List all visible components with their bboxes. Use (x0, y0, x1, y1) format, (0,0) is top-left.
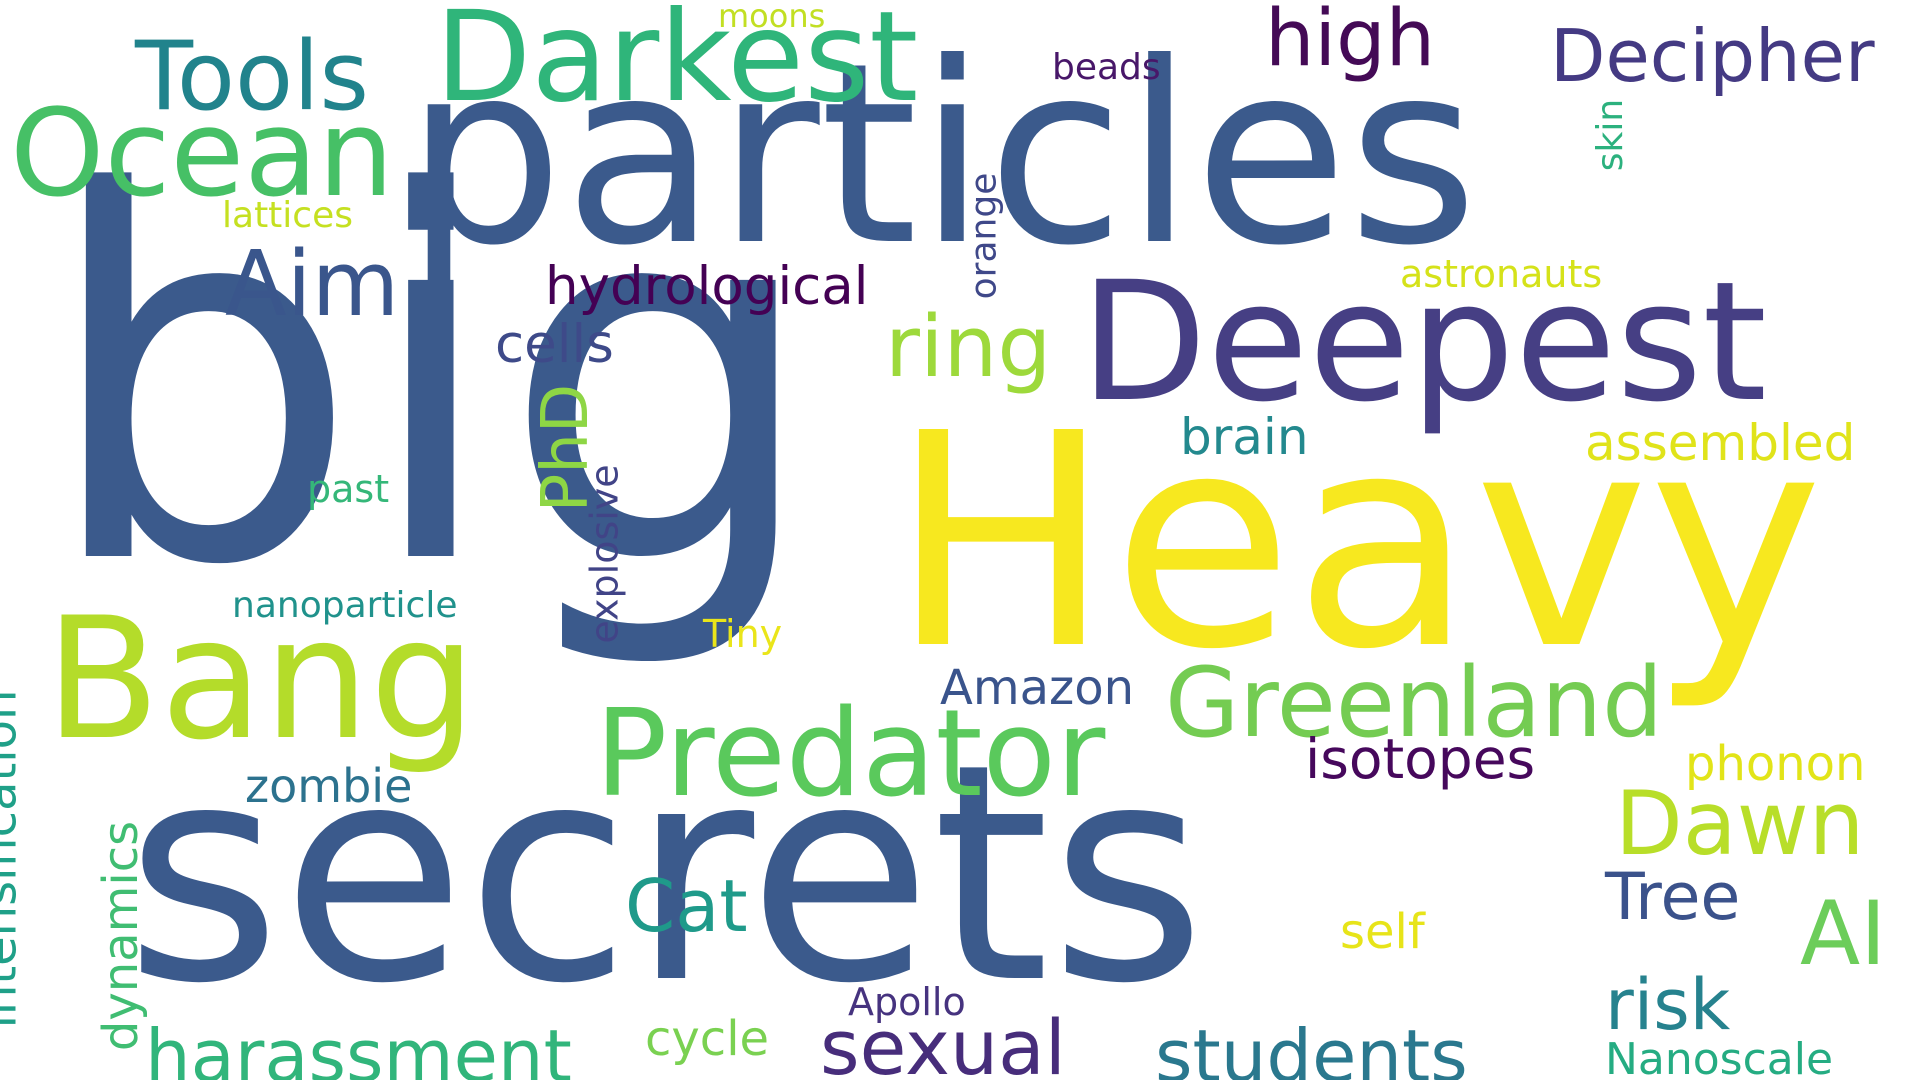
word-cycle: cycle (645, 1011, 770, 1067)
word-apollo: Apollo (848, 980, 966, 1024)
word-aim: Aim (225, 232, 400, 337)
word-intensification: intensification (0, 689, 28, 1029)
word-beads: beads (1052, 47, 1161, 88)
word-ai: AI (1800, 882, 1887, 985)
word-risk: risk (1605, 964, 1731, 1046)
word-astronauts: astronauts (1400, 252, 1603, 296)
word-brain: brain (1180, 408, 1309, 466)
word-students: students (1155, 1014, 1468, 1080)
word-nanoscale: Nanoscale (1605, 1034, 1834, 1080)
word-decipher: Decipher (1550, 14, 1875, 98)
word-tree: Tree (1605, 860, 1741, 935)
word-cat: Cat (625, 864, 748, 948)
word-lattices: lattices (222, 195, 353, 236)
word-heavy: Heavy (890, 370, 1824, 714)
word-zombie: zombie (245, 759, 413, 813)
word-high: high (1265, 0, 1436, 84)
word-phonon: phonon (1685, 736, 1866, 792)
word-isotopes: isotopes (1305, 727, 1536, 791)
word-secrets: secrets (125, 700, 1207, 1049)
word-nanoparticle: nanoparticle (232, 585, 458, 626)
word-particles: particles (405, 9, 1479, 300)
word-predator: Predator (595, 685, 1106, 824)
word-moons: moons (718, 0, 826, 35)
word-skin: skin (1590, 98, 1632, 172)
word-tiny: Tiny (703, 612, 783, 656)
word-big: big (40, 88, 822, 676)
word-harassment: harassment (145, 1014, 572, 1080)
word-greenland: Greenland (1165, 647, 1663, 759)
word-cells: cells (495, 314, 614, 375)
word-dynamics: dynamics (93, 820, 150, 1052)
word-orange: orange (963, 172, 1005, 300)
word-deepest: Deepest (1080, 246, 1767, 438)
word-ocean: Ocean (10, 85, 394, 224)
word-past: past (307, 467, 390, 511)
word-tools: Tools (135, 22, 370, 132)
word-bang: Bang (45, 581, 477, 777)
word-explosive: explosive (582, 464, 627, 644)
word-self: self (1340, 904, 1425, 960)
word-dawn: Dawn (1615, 772, 1865, 875)
word-darkest: Darkest (435, 0, 919, 130)
word-sexual: sexual (820, 1003, 1066, 1080)
word-ring: ring (885, 298, 1052, 397)
word-assembled: assembled (1585, 414, 1856, 472)
word-amazon: Amazon (940, 660, 1134, 716)
word-hydrological: hydrological (545, 256, 869, 317)
